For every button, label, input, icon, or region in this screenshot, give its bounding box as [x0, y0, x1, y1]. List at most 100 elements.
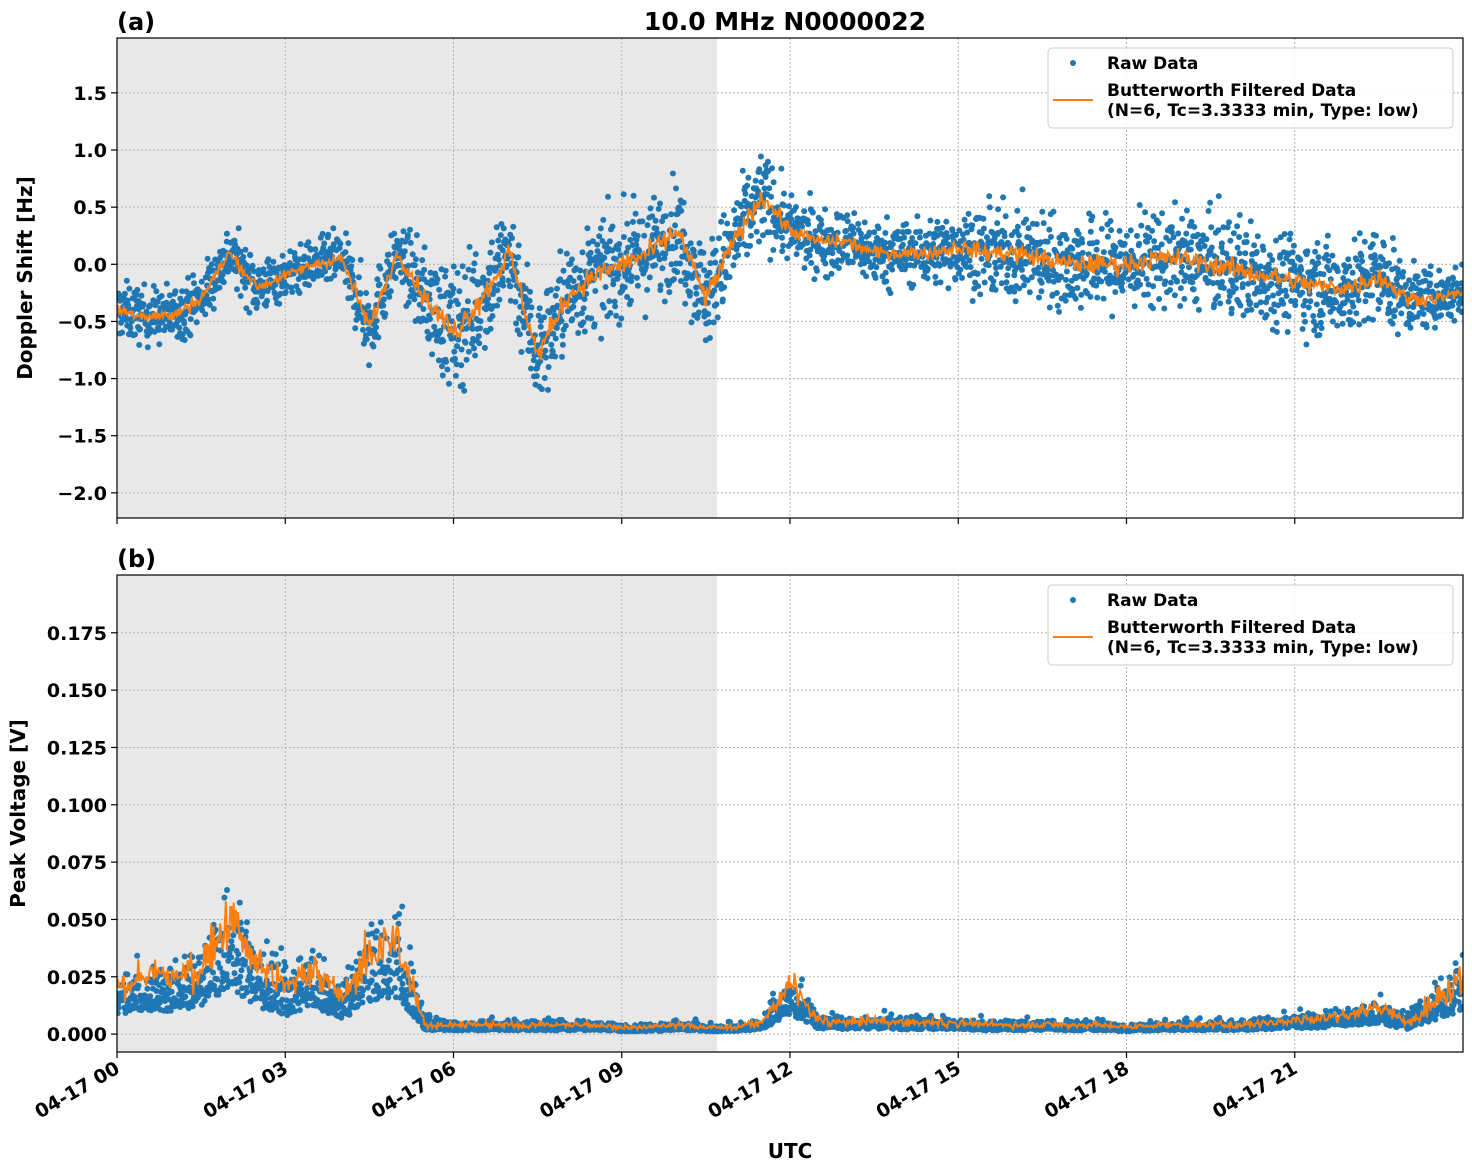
raw-data-point: [784, 255, 790, 261]
raw-data-point: [1303, 342, 1309, 348]
raw-data-point: [406, 300, 412, 306]
raw-data-point: [1334, 323, 1340, 329]
raw-data-point: [721, 212, 727, 218]
raw-data-point: [1109, 314, 1115, 320]
raw-data-point: [1084, 271, 1090, 277]
raw-data-point: [1255, 233, 1261, 239]
raw-data-point: [1217, 300, 1223, 306]
raw-data-point: [753, 178, 759, 184]
raw-data-point: [236, 225, 242, 231]
raw-data-point: [1162, 278, 1168, 284]
raw-data-point: [1211, 301, 1217, 307]
raw-data-point: [1144, 276, 1150, 282]
raw-data-point: [1002, 233, 1008, 239]
raw-data-point: [357, 291, 363, 297]
raw-data-point: [804, 1019, 810, 1025]
raw-data-point: [1356, 297, 1362, 303]
raw-data-point: [452, 356, 458, 362]
raw-data-point: [1421, 311, 1427, 317]
raw-data-point: [331, 272, 337, 278]
raw-data-point: [1056, 309, 1062, 315]
raw-data-point: [1321, 271, 1327, 277]
raw-data-point: [1004, 279, 1010, 285]
raw-data-point: [230, 932, 236, 938]
raw-data-point: [1381, 243, 1387, 249]
raw-data-point: [1269, 257, 1275, 263]
raw-data-point: [557, 248, 563, 254]
raw-data-point: [577, 268, 583, 274]
raw-data-point: [1013, 298, 1019, 304]
raw-data-point: [1073, 296, 1079, 302]
raw-data-point: [1282, 231, 1288, 237]
raw-data-point: [515, 254, 521, 260]
raw-data-point: [682, 301, 688, 307]
raw-data-point: [529, 304, 535, 310]
raw-data-point: [446, 381, 452, 387]
raw-data-point: [1326, 258, 1332, 264]
raw-data-point: [548, 287, 554, 293]
raw-data-point: [889, 267, 895, 273]
raw-data-point: [768, 194, 774, 200]
legend-filtered-params: (N=6, Tc=3.3333 min, Type: low): [1107, 101, 1419, 121]
raw-data-point: [677, 261, 683, 267]
raw-data-point: [1195, 232, 1201, 238]
raw-data-point: [651, 195, 657, 201]
raw-data-point: [145, 344, 151, 350]
raw-data-point: [666, 289, 672, 295]
raw-data-point: [1323, 244, 1329, 250]
raw-data-point: [513, 299, 519, 305]
raw-data-point: [488, 326, 494, 332]
raw-data-point: [283, 289, 289, 295]
raw-data-point: [448, 299, 454, 305]
raw-data-point: [767, 257, 773, 263]
raw-data-point: [794, 251, 800, 257]
raw-data-point: [1408, 325, 1414, 331]
raw-data-point: [1372, 252, 1378, 258]
raw-data-point: [584, 225, 590, 231]
raw-data-point: [890, 241, 896, 247]
raw-data-point: [1194, 296, 1200, 302]
raw-data-point: [366, 362, 372, 368]
raw-data-point: [527, 298, 533, 304]
raw-data-point: [1264, 312, 1270, 318]
raw-data-point: [1315, 260, 1321, 266]
raw-data-point: [1136, 241, 1142, 247]
raw-data-point: [580, 319, 586, 325]
raw-data-point: [770, 991, 776, 997]
raw-data-point: [264, 938, 270, 944]
raw-data-point: [347, 1012, 353, 1018]
raw-data-point: [119, 330, 125, 336]
raw-data-point: [1137, 282, 1143, 288]
raw-data-point: [1341, 310, 1347, 316]
raw-data-point: [552, 354, 558, 360]
raw-data-point: [435, 276, 441, 282]
raw-data-point: [810, 210, 816, 216]
raw-data-point: [297, 1007, 303, 1013]
raw-data-point: [642, 314, 648, 320]
raw-data-point: [648, 205, 654, 211]
raw-data-point: [1353, 310, 1359, 316]
raw-data-point: [671, 276, 677, 282]
raw-data-point: [903, 257, 909, 263]
raw-data-point: [321, 240, 327, 246]
raw-data-point: [822, 261, 828, 267]
raw-data-point: [903, 221, 909, 227]
raw-data-point: [925, 275, 931, 281]
raw-data-point: [364, 336, 370, 342]
raw-data-point: [689, 319, 695, 325]
raw-data-point: [1394, 275, 1400, 281]
raw-data-point: [391, 231, 397, 237]
raw-data-point: [1324, 252, 1330, 258]
raw-data-point: [621, 234, 627, 240]
raw-data-point: [756, 166, 762, 172]
raw-data-point: [373, 935, 379, 941]
raw-data-point: [345, 240, 351, 246]
raw-data-point: [1057, 240, 1063, 246]
raw-data-point: [238, 293, 244, 299]
raw-data-point: [411, 296, 417, 302]
raw-data-point: [1284, 293, 1290, 299]
raw-data-point: [1151, 238, 1157, 244]
raw-data-point: [182, 954, 188, 960]
raw-data-point: [176, 325, 182, 331]
raw-data-point: [564, 251, 570, 257]
